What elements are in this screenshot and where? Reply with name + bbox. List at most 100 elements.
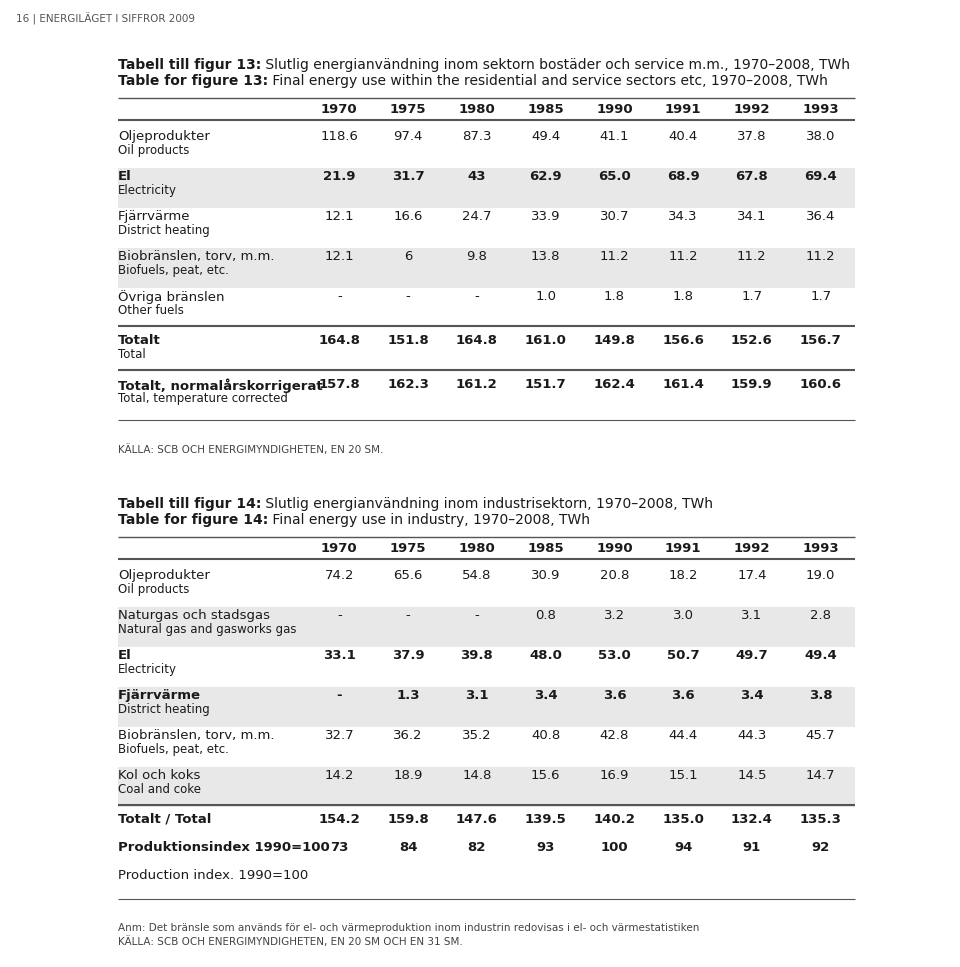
Text: 14.5: 14.5 (737, 769, 767, 782)
Text: Other fuels: Other fuels (118, 304, 184, 317)
Text: -: - (337, 290, 342, 303)
Text: 135.3: 135.3 (800, 813, 842, 826)
Text: Production index. 1990=100: Production index. 1990=100 (118, 869, 308, 882)
Text: 161.0: 161.0 (525, 334, 566, 347)
Text: 97.4: 97.4 (394, 130, 422, 143)
Text: 159.8: 159.8 (387, 813, 429, 826)
Text: 93: 93 (537, 841, 555, 854)
Text: El: El (118, 170, 132, 183)
Text: 118.6: 118.6 (321, 130, 358, 143)
Text: Totalt: Totalt (118, 334, 160, 347)
Text: 11.2: 11.2 (737, 250, 767, 263)
Text: 139.5: 139.5 (525, 813, 566, 826)
Text: 9.8: 9.8 (467, 250, 488, 263)
Text: 36.4: 36.4 (806, 210, 835, 223)
Text: 49.7: 49.7 (735, 649, 768, 662)
Text: Final energy use in industry, 1970–2008, TWh: Final energy use in industry, 1970–2008,… (268, 513, 590, 527)
Text: 140.2: 140.2 (593, 813, 636, 826)
Text: Totalt / Total: Totalt / Total (118, 813, 211, 826)
Text: 48.0: 48.0 (529, 649, 562, 662)
Text: 37.8: 37.8 (737, 130, 767, 143)
Text: Övriga bränslen: Övriga bränslen (118, 290, 225, 304)
Text: 11.2: 11.2 (600, 250, 629, 263)
Text: 1970: 1970 (321, 542, 358, 555)
Text: 49.4: 49.4 (804, 649, 837, 662)
Text: 16 | ENERGILÄGET I SIFFROR 2009: 16 | ENERGILÄGET I SIFFROR 2009 (16, 13, 195, 25)
Text: 44.3: 44.3 (737, 729, 767, 742)
Bar (118, 767, 855, 807)
Text: 30.9: 30.9 (531, 569, 561, 582)
Text: 87.3: 87.3 (462, 130, 492, 143)
Text: Produktionsindex 1990=100: Produktionsindex 1990=100 (118, 841, 329, 854)
Text: Slutlig energianvändning inom industrisektorn, 1970–2008, TWh: Slutlig energianvändning inom industrise… (261, 497, 713, 511)
Text: 156.6: 156.6 (662, 334, 704, 347)
Text: 147.6: 147.6 (456, 813, 498, 826)
Text: 91: 91 (743, 841, 761, 854)
Text: 16.6: 16.6 (394, 210, 422, 223)
Text: 84: 84 (398, 841, 418, 854)
Text: 1.0: 1.0 (535, 290, 556, 303)
Text: Slutlig energianvändning inom sektorn bostäder och service m.m., 1970–2008, TWh: Slutlig energianvändning inom sektorn bo… (261, 58, 851, 72)
Text: 35.2: 35.2 (462, 729, 492, 742)
Text: 1993: 1993 (803, 103, 839, 116)
Text: Totalt, normalårskorrigerat: Totalt, normalårskorrigerat (118, 378, 323, 393)
Text: 17.4: 17.4 (737, 569, 767, 582)
Text: -: - (474, 290, 479, 303)
Text: -: - (406, 290, 411, 303)
Text: 21.9: 21.9 (324, 170, 355, 183)
Text: Table for figure 13:: Table for figure 13: (118, 74, 268, 88)
Text: Fjärrvärme: Fjärrvärme (118, 210, 190, 223)
Text: 161.4: 161.4 (662, 378, 704, 391)
Text: 1993: 1993 (803, 542, 839, 555)
Text: 62.9: 62.9 (529, 170, 562, 183)
Text: 53.0: 53.0 (598, 649, 631, 662)
Text: 94: 94 (674, 841, 692, 854)
Text: 67.8: 67.8 (735, 170, 768, 183)
Text: 68.9: 68.9 (667, 170, 700, 183)
Text: 13.8: 13.8 (531, 250, 561, 263)
Text: 162.3: 162.3 (387, 378, 429, 391)
Text: 100: 100 (601, 841, 628, 854)
Text: 1975: 1975 (390, 542, 426, 555)
Text: 19.0: 19.0 (806, 569, 835, 582)
Text: 3.6: 3.6 (671, 689, 695, 702)
Text: 14.8: 14.8 (462, 769, 492, 782)
Text: 44.4: 44.4 (668, 729, 698, 742)
Text: 1980: 1980 (459, 542, 495, 555)
Text: 32.7: 32.7 (324, 729, 354, 742)
Text: 38.0: 38.0 (806, 130, 835, 143)
Text: 157.8: 157.8 (319, 378, 360, 391)
Text: 43: 43 (468, 170, 486, 183)
Text: El: El (118, 649, 132, 662)
Text: Oljeprodukter: Oljeprodukter (118, 130, 210, 143)
Text: 18.9: 18.9 (394, 769, 422, 782)
Text: 1.7: 1.7 (810, 290, 831, 303)
Text: 159.9: 159.9 (732, 378, 773, 391)
Text: 39.8: 39.8 (461, 649, 493, 662)
Text: 15.1: 15.1 (668, 769, 698, 782)
Text: 30.7: 30.7 (600, 210, 629, 223)
Text: Biofuels, peat, etc.: Biofuels, peat, etc. (118, 264, 228, 277)
Text: Kol och koks: Kol och koks (118, 769, 201, 782)
Text: -: - (406, 609, 411, 622)
Text: 151.8: 151.8 (387, 334, 429, 347)
Text: 36.2: 36.2 (394, 729, 422, 742)
Text: Biobränslen, torv, m.m.: Biobränslen, torv, m.m. (118, 250, 275, 263)
Text: 3.8: 3.8 (809, 689, 832, 702)
Text: KÄLLA: SCB OCH ENERGIMYNDIGHETEN, EN 20 SM OCH EN 31 SM.: KÄLLA: SCB OCH ENERGIMYNDIGHETEN, EN 20 … (118, 936, 463, 947)
Text: 11.2: 11.2 (668, 250, 698, 263)
Text: 1992: 1992 (733, 542, 770, 555)
Text: 31.7: 31.7 (392, 170, 424, 183)
Text: Oil products: Oil products (118, 583, 189, 596)
Text: 33.1: 33.1 (323, 649, 356, 662)
Text: 1970: 1970 (321, 103, 358, 116)
Text: 20.8: 20.8 (600, 569, 629, 582)
Text: Tabell till figur 13:: Tabell till figur 13: (118, 58, 261, 72)
Text: 41.1: 41.1 (600, 130, 629, 143)
Text: 135.0: 135.0 (662, 813, 704, 826)
Text: 82: 82 (468, 841, 486, 854)
Text: Tabell till figur 14:: Tabell till figur 14: (118, 497, 261, 511)
Text: 45.7: 45.7 (805, 729, 835, 742)
Text: 12.1: 12.1 (324, 250, 354, 263)
Text: Total: Total (118, 348, 146, 361)
